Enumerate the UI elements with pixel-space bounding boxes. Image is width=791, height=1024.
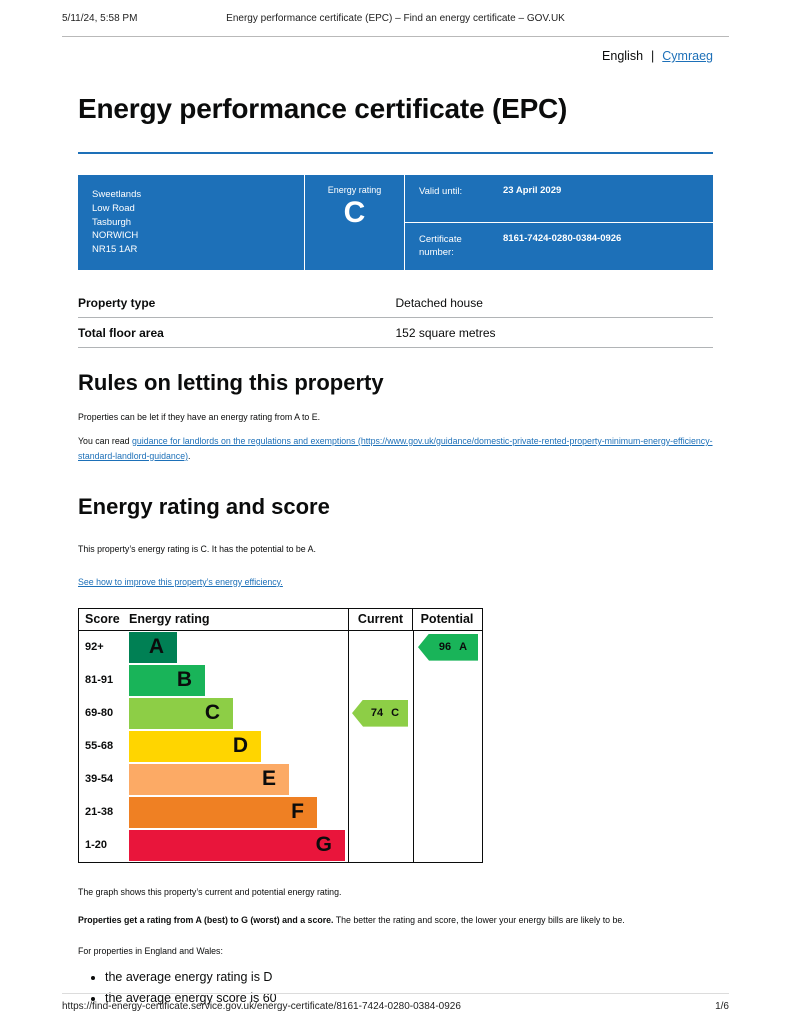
band-score-label: 21-38 [85, 806, 114, 819]
rating-note-bold: Properties get a rating from A (best) to… [78, 914, 334, 925]
floor-area-label: Total floor area [78, 325, 164, 340]
chart-current-column [348, 630, 413, 862]
energy-rating-cell: Energy rating C [304, 175, 405, 270]
band-bar-g: G [129, 829, 345, 861]
guidance-suffix: . [188, 450, 191, 461]
chart-header-current: Current [348, 608, 412, 630]
chart-bands: 92+ A 81-91 B 69-80 C 55-68 D 39-54 E 21-38 F 1-20 G [79, 631, 348, 862]
list-item: the average energy score is 60 [105, 990, 713, 1006]
valid-until-label: Valid until: [419, 186, 463, 197]
improve-efficiency-link[interactable]: See how to improve this property’s energ… [78, 576, 283, 587]
valid-until-value: 23 April 2029 [503, 185, 562, 196]
band-score-label: 92+ [85, 641, 104, 654]
arrow-score: 96 [438, 641, 452, 654]
score-summary: This property’s energy rating is C. It h… [78, 543, 316, 554]
language-separator: | [651, 49, 655, 63]
band-score-label: 55-68 [85, 740, 114, 753]
table-row: Property type Detached house [78, 288, 713, 318]
page-title: Energy performance certificate (EPC) [78, 93, 568, 124]
print-footer: https://find-energy-certificate.service.… [0, 1001, 791, 1012]
address-line: Low Road [92, 202, 135, 214]
guidance-prefix: You can read [78, 435, 132, 446]
print-footer-url: https://find-energy-certificate.service.… [62, 1001, 461, 1012]
certificate-meta: Valid until: 23 April 2029 Certificate n… [405, 175, 713, 270]
improve-paragraph: See how to improve this property’s energ… [78, 575, 713, 590]
certificate-summary-box: Sweetlands Low Road Tasburgh NORWICH NR1… [78, 175, 713, 270]
scope-note: For properties in England and Wales: [78, 945, 223, 956]
property-address: Sweetlands Low Road Tasburgh NORWICH NR1… [78, 175, 304, 270]
band-row-c: 69-80 C [79, 697, 348, 730]
arrow-band: C [391, 707, 400, 720]
band-bar-f: F [129, 796, 317, 828]
chart-header-rating: Energy rating [129, 612, 210, 627]
chart-header: Score Energy rating Current Potential [79, 608, 482, 631]
language-current: English [602, 49, 644, 63]
band-row-b: 81-91 B [79, 664, 348, 697]
band-row-f: 21-38 F [79, 796, 348, 829]
property-type-value: Detached house [395, 295, 483, 310]
print-footer-page: 1/6 [715, 1001, 729, 1012]
title-rule [78, 152, 713, 154]
valid-until-row: Valid until: 23 April 2029 [405, 175, 713, 222]
band-bar-a: A [129, 631, 177, 663]
rating-note: Properties get a rating from A (best) to… [78, 913, 713, 928]
print-header-datetime: 5/11/24, 5:58 PM [62, 13, 138, 24]
epc-rating-chart: Score Energy rating Current Potential 92… [78, 607, 483, 863]
band-bar-c: C [129, 697, 233, 729]
certificate-number-row: Certificate number: 8161-7424-0280-0384-… [405, 221, 713, 270]
address-line: NORWICH [92, 230, 139, 242]
rules-guidance-paragraph: You can read guidance for landlords on t… [78, 434, 713, 464]
page-content: English | Cymraeg Energy performance certi… [62, 49, 729, 1006]
language-switcher: English | Cymraeg [78, 49, 713, 63]
print-footer-rule [62, 993, 729, 994]
print-header-title: Energy performance certificate (EPC) – F… [226, 13, 565, 24]
chart-body: 92+ A 81-91 B 69-80 C 55-68 D 39-54 E 21-38 F 1-20 G … [79, 630, 482, 862]
chart-header-potential: Potential [412, 608, 481, 630]
band-row-a: 92+ A [79, 631, 348, 664]
band-score-label: 81-91 [85, 674, 114, 687]
energy-rating-value: C [343, 196, 366, 229]
graph-note: The graph shows this property’s current … [78, 886, 342, 897]
rules-heading: Rules on letting this property [78, 369, 384, 395]
language-link-cymraeg[interactable]: Cymraeg [662, 49, 713, 63]
band-row-g: 1-20 G [79, 829, 348, 862]
landlord-guidance-link[interactable]: guidance for landlords on the regulation… [78, 435, 713, 461]
band-bar-b: B [129, 664, 205, 696]
print-header-rule [62, 36, 729, 37]
band-score-label: 1-20 [85, 839, 108, 852]
band-row-d: 55-68 D [79, 730, 348, 763]
rules-intro: Properties can be let if they have an en… [78, 411, 321, 422]
energy-rating-label: Energy rating [327, 185, 382, 195]
chart-header-score: Score [85, 612, 120, 627]
address-line: Sweetlands [92, 189, 142, 200]
property-details-table: Property type Detached house Total floor… [78, 288, 713, 348]
floor-area-value: 152 square metres [395, 325, 496, 340]
band-score-label: 69-80 [85, 707, 114, 720]
print-header: 5/11/24, 5:58 PM Energy performance cert… [0, 0, 791, 27]
chart-potential-column [413, 630, 482, 862]
potential-rating-arrow: 96 A [418, 633, 478, 661]
certificate-number-value: 8161-7424-0280-0384-0926 [503, 232, 622, 244]
current-rating-arrow: 74 C [352, 699, 408, 727]
arrow-score: 74 [370, 707, 384, 720]
address-line: Tasburgh [92, 216, 132, 228]
arrow-band: A [459, 641, 468, 654]
score-heading: Energy rating and score [78, 493, 330, 519]
band-score-label: 39-54 [85, 773, 114, 786]
averages-list: the average energy rating is D the avera… [105, 969, 713, 1006]
band-row-e: 39-54 E [79, 763, 348, 796]
band-bar-d: D [129, 730, 261, 762]
table-row: Total floor area 152 square metres [78, 318, 713, 348]
rating-note-rest: The better the rating and score, the low… [333, 914, 625, 925]
band-bar-e: E [129, 763, 289, 795]
address-line: NR15 1AR [92, 244, 138, 256]
certificate-number-label: Certificate number: [419, 233, 462, 259]
property-type-label: Property type [78, 295, 156, 310]
list-item: the average energy rating is D [105, 969, 713, 985]
